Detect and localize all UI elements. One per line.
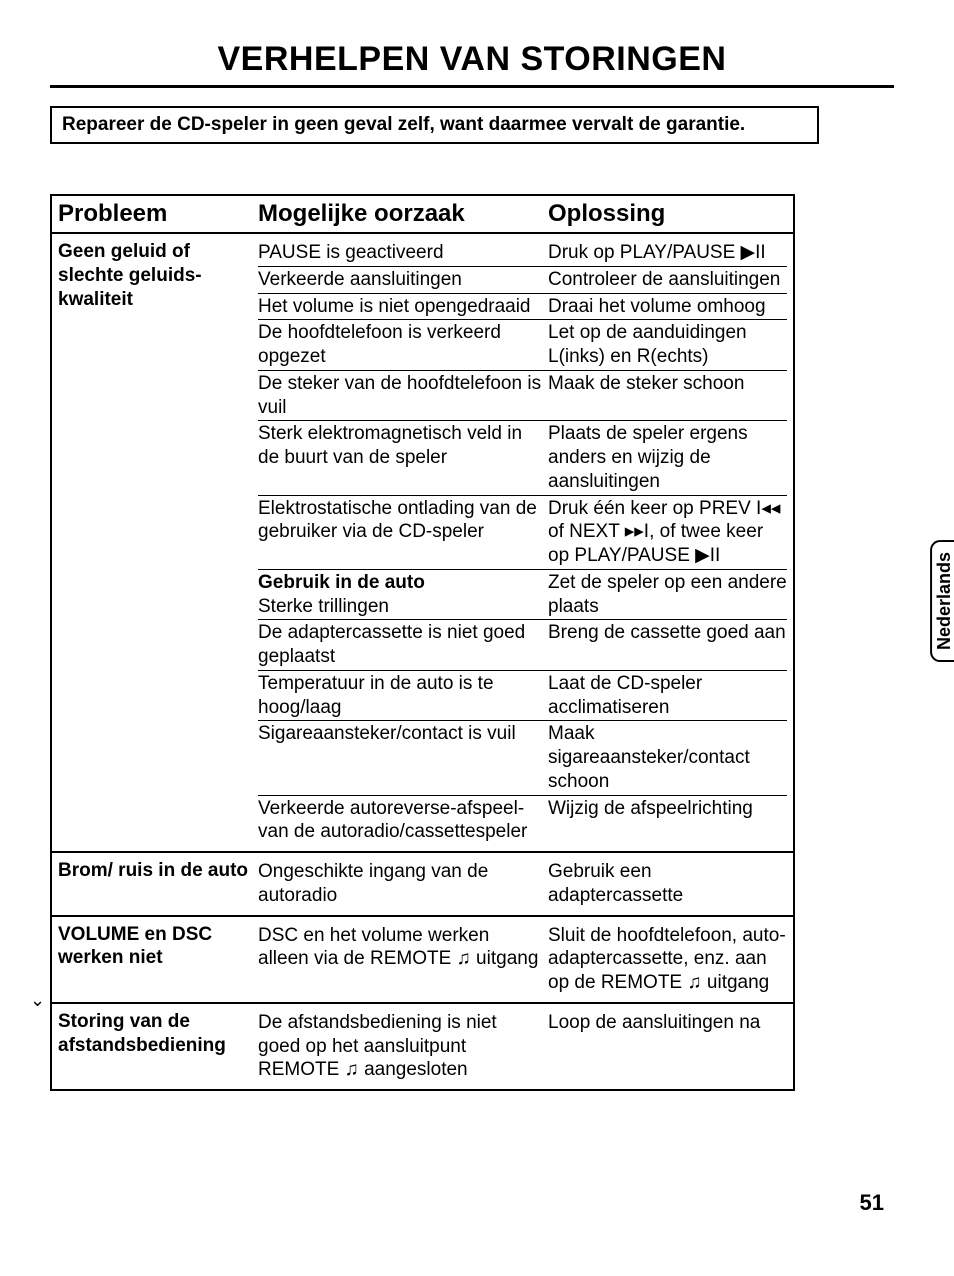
table-row: Het volume is niet opengedraaidDraai het… xyxy=(258,294,787,321)
warning-box: Repareer de CD-speler in geen geval zelf… xyxy=(50,106,819,144)
solution-cell: Breng de cassette goed aan xyxy=(548,621,787,669)
rows-wrap: DSC en het volume werken alleen via de R… xyxy=(258,923,787,996)
solution-cell: Draai het volume omhoog xyxy=(548,295,787,319)
problem-label: Storing van de afstandsbediening xyxy=(58,1010,258,1083)
solution-cell: Let op de aanduidingen L(inks) en R(echt… xyxy=(548,321,787,369)
table-row: Temperatuur in de auto is te hoog/laagLa… xyxy=(258,671,787,722)
solution-cell: Plaats de speler ergens anders en wijzig… xyxy=(548,422,787,493)
rows-wrap: Ongeschikte ingang van de autoradioGebru… xyxy=(258,859,787,909)
table-row: DSC en het volume werken alleen via de R… xyxy=(258,923,787,996)
solution-cell: Maak de steker schoon xyxy=(548,372,787,420)
troubleshoot-table: Probleem Mogelijke oorzaak Oplossing Gee… xyxy=(50,194,795,1091)
cause-cell: De afstandsbediening is niet goed op het… xyxy=(258,1011,548,1082)
cause-cell: DSC en het volume werken alleen via de R… xyxy=(258,924,548,995)
cause-cell: Ongeschikte ingang van de autoradio xyxy=(258,860,548,908)
table-row: De hoofdtelefoon is verkeerd opgezetLet … xyxy=(258,320,787,371)
header-cause: Mogelijke oorzaak xyxy=(258,200,548,228)
solution-cell: Druk één keer op PREV I◂◂ of NEXT ▸▸I, o… xyxy=(548,497,787,568)
solution-cell: Controleer de aansluitingen xyxy=(548,268,787,292)
solution-cell: Sluit de hoofdtelefoon, auto-adaptercass… xyxy=(548,924,787,995)
solution-cell: Druk op PLAY/PAUSE ▶II xyxy=(548,241,787,265)
table-row: Verkeerde aansluitingenControleer de aan… xyxy=(258,267,787,294)
cause-cell: Verkeerde aansluitingen xyxy=(258,268,548,292)
table-row: De adaptercassette is niet goed geplaats… xyxy=(258,620,787,671)
table-row: Ongeschikte ingang van de autoradioGebru… xyxy=(258,859,787,909)
table-row: Gebruik in de autoSterke trillingenZet d… xyxy=(258,570,787,621)
header-solution: Oplossing xyxy=(548,200,787,228)
cause-cell: Temperatuur in de auto is te hoog/laag xyxy=(258,672,548,720)
cause-cell: De adaptercassette is niet goed geplaats… xyxy=(258,621,548,669)
solution-cell: Zet de speler op een andere plaats xyxy=(548,571,787,619)
page-number: 51 xyxy=(860,1190,884,1216)
print-mark: ⌄ xyxy=(30,990,45,1011)
language-tab: Nederlands xyxy=(930,540,954,662)
cause-cell: PAUSE is geactiveerd xyxy=(258,241,548,265)
cause-cell: De steker van de hoofdtelefoon is vuil xyxy=(258,372,548,420)
rows-wrap: De afstandsbediening is niet goed op het… xyxy=(258,1010,787,1083)
rows-wrap: PAUSE is geactiveerdDruk op PLAY/PAUSE ▶… xyxy=(258,240,787,845)
table-section: Storing van de afstandsbedieningDe afsta… xyxy=(52,1004,793,1089)
problem-label: VOLUME en DSC werken niet xyxy=(58,923,258,996)
header-problem: Probleem xyxy=(58,200,258,228)
cause-cell: Verkeerde autoreverse-afspeel- van de au… xyxy=(258,797,548,845)
problem-label: Brom/ ruis in de auto xyxy=(58,859,258,909)
manual-page: VERHELPEN VAN STORINGEN Repareer de CD-s… xyxy=(0,0,954,1276)
table-section: Geen geluid of slechte geluids-kwaliteit… xyxy=(52,234,793,853)
table-section: Brom/ ruis in de autoOngeschikte ingang … xyxy=(52,853,793,917)
cause-cell: Sterk elektromagnetisch veld in de buurt… xyxy=(258,422,548,493)
cause-cell: Elektrostatische ontlading van de gebrui… xyxy=(258,497,548,568)
table-row: Sterk elektromagnetisch veld in de buurt… xyxy=(258,421,787,495)
solution-cell: Laat de CD-speler acclimatiseren xyxy=(548,672,787,720)
table-row: De afstandsbediening is niet goed op het… xyxy=(258,1010,787,1083)
cause-cell: Het volume is niet opengedraaid xyxy=(258,295,548,319)
table-row: Verkeerde autoreverse-afspeel- van de au… xyxy=(258,796,787,846)
solution-cell: Maak sigareaansteker/contact schoon xyxy=(548,722,787,793)
table-section: VOLUME en DSC werken nietDSC en het volu… xyxy=(52,917,793,1004)
cause-cell: Gebruik in de autoSterke trillingen xyxy=(258,571,548,619)
table-row: Sigareaansteker/contact is vuilMaak siga… xyxy=(258,721,787,795)
cause-cell: De hoofdtelefoon is verkeerd opgezet xyxy=(258,321,548,369)
solution-cell: Gebruik een adaptercassette xyxy=(548,860,787,908)
table-header-row: Probleem Mogelijke oorzaak Oplossing xyxy=(52,196,793,234)
table-row: PAUSE is geactiveerdDruk op PLAY/PAUSE ▶… xyxy=(258,240,787,267)
title-underline xyxy=(50,85,894,88)
page-title: VERHELPEN VAN STORINGEN xyxy=(50,40,894,79)
solution-cell: Wijzig de afspeelrichting xyxy=(548,797,787,845)
cause-cell: Sigareaansteker/contact is vuil xyxy=(258,722,548,793)
table-row: Elektrostatische ontlading van de gebrui… xyxy=(258,496,787,570)
table-row: De steker van de hoofdtelefoon is vuilMa… xyxy=(258,371,787,422)
solution-cell: Loop de aansluitingen na xyxy=(548,1011,787,1082)
problem-label: Geen geluid of slechte geluids-kwaliteit xyxy=(58,240,258,845)
